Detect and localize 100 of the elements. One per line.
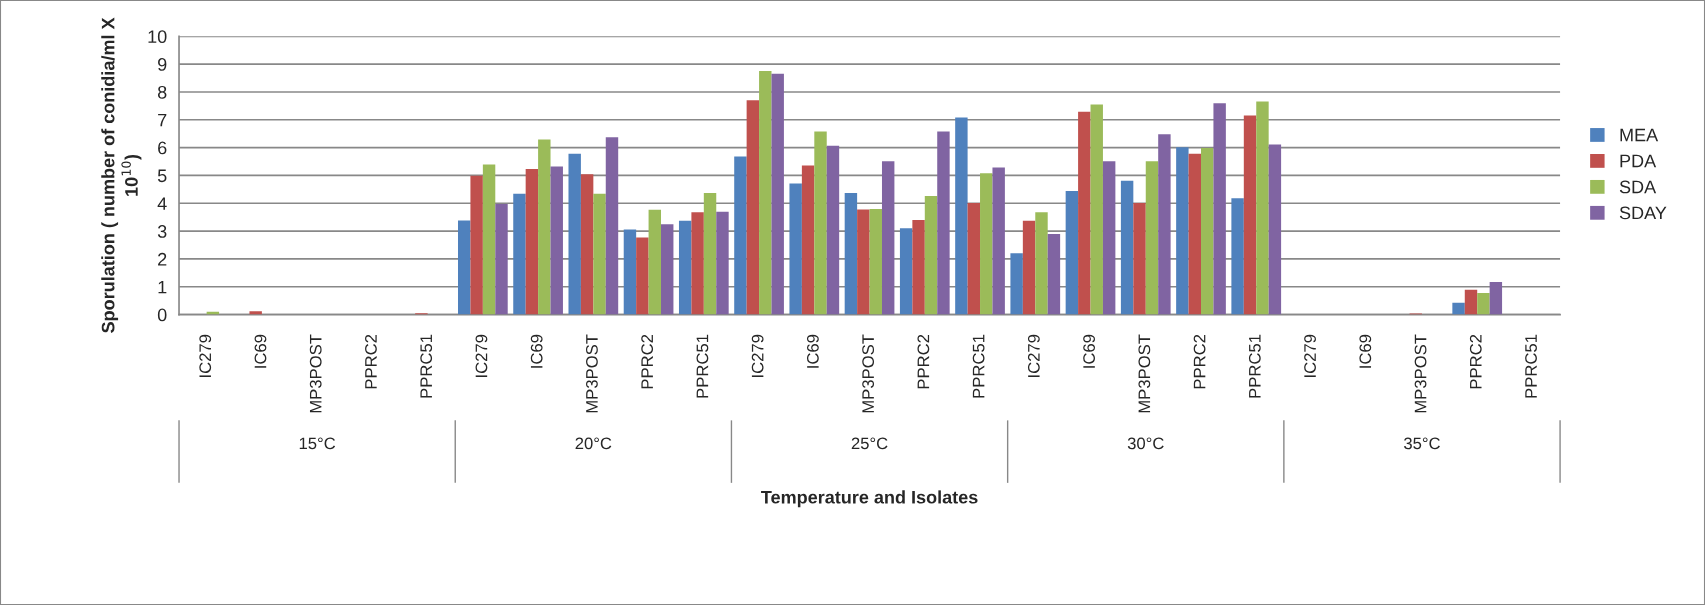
x-tick-label: PPRC2	[1193, 334, 1206, 389]
x-tick-label: MP3POST	[1138, 334, 1151, 413]
bar	[550, 166, 563, 315]
y-tick-label: 10	[148, 30, 167, 44]
y-tick-label: 2	[158, 252, 167, 266]
bar	[746, 100, 760, 315]
x-tick-label: MP3POST	[862, 334, 875, 413]
bar	[716, 211, 729, 315]
x-tick-label: PPRC51	[420, 334, 433, 398]
bar	[759, 71, 772, 315]
bar	[1090, 104, 1103, 315]
bar	[1120, 180, 1134, 315]
text: 25°C	[851, 437, 888, 450]
y-axis-title: Sporulation ( number of conidia/ml X 10$^{10}$)	[101, 17, 142, 333]
bar	[538, 139, 551, 315]
bar	[789, 183, 802, 315]
x-tick-label: PPRC51	[972, 334, 985, 398]
bar	[623, 229, 637, 315]
bar	[826, 145, 840, 315]
bar	[1489, 282, 1503, 315]
bar	[482, 164, 496, 315]
bar	[525, 169, 539, 315]
x-tick-label: IC279	[1304, 334, 1316, 377]
bar	[1078, 111, 1091, 315]
y-tick-label: 3	[157, 225, 167, 238]
bar	[495, 204, 508, 315]
bar	[458, 220, 471, 315]
text: 35°C	[1403, 437, 1440, 450]
bar	[636, 237, 649, 315]
bar	[580, 174, 594, 315]
legend-label: SDA	[1619, 180, 1657, 194]
x-tick-label: IC69	[806, 334, 819, 368]
bar	[1201, 147, 1214, 315]
x-tick-label: PPRC2	[641, 334, 654, 389]
text: 20°C	[575, 437, 612, 450]
bar	[967, 203, 981, 315]
bar	[1464, 289, 1478, 315]
x-tick-label: MP3POST	[1414, 334, 1427, 413]
x-tick-label: IC279	[751, 334, 764, 377]
y-tick-label: 0	[157, 308, 167, 322]
bar	[678, 220, 692, 315]
x-tick-label: PPRC2	[365, 334, 377, 389]
bar	[1188, 153, 1201, 315]
x-tick-label: IC69	[530, 334, 543, 368]
bar	[1256, 101, 1269, 315]
x-tick-label: MP3POST	[586, 334, 598, 413]
bar	[801, 165, 815, 315]
bar	[814, 131, 827, 315]
bar	[734, 156, 747, 315]
bar	[1477, 292, 1490, 315]
x-tick-label: IC69	[1083, 334, 1095, 368]
bar	[1158, 134, 1171, 315]
bar	[1022, 220, 1036, 315]
bar	[955, 117, 968, 315]
bar	[899, 228, 913, 315]
bar	[1102, 161, 1116, 315]
x-tick-label: MP3POST	[309, 334, 322, 413]
bar	[1010, 253, 1023, 315]
legend-label: MEA	[1620, 128, 1659, 142]
bar	[992, 167, 1005, 315]
x-tick-label: PPRC2	[1469, 334, 1482, 389]
bar	[881, 161, 895, 315]
bar	[1145, 161, 1159, 315]
bar	[1065, 191, 1079, 315]
text: 15°C	[299, 437, 336, 450]
bar	[1243, 115, 1257, 315]
bar	[249, 311, 262, 315]
y-tick-label: 7	[158, 113, 167, 127]
bar	[1176, 147, 1189, 315]
y-tick-label: 5	[157, 169, 167, 183]
bar	[1268, 144, 1282, 315]
bar	[1133, 203, 1146, 315]
x-tick-label: IC69	[254, 334, 267, 368]
x-tick-label: IC279	[475, 334, 488, 377]
y-tick-label: 6	[158, 141, 167, 155]
bar	[568, 153, 581, 315]
legend-label: PDA	[1620, 154, 1657, 168]
bar	[648, 209, 662, 315]
x-tick-label: PPRC51	[1248, 334, 1261, 398]
legend-label: SDAY	[1619, 206, 1667, 220]
x-axis-title: Temperature and Isolates	[761, 490, 978, 508]
bar	[771, 73, 784, 315]
x-tick-label: IC69	[1359, 334, 1372, 368]
bar	[1452, 302, 1465, 315]
y-tick-label: 9	[158, 58, 167, 71]
bar	[593, 193, 606, 315]
x-tick-label: PPRC2	[917, 334, 930, 389]
bar	[513, 193, 526, 315]
bar	[661, 224, 674, 315]
y-tick-label: 4	[157, 197, 167, 210]
bar	[857, 209, 870, 315]
y-tick-label: 1	[158, 280, 167, 294]
x-tick-label: IC279	[1027, 334, 1040, 377]
bar	[912, 219, 925, 315]
y-tick-label: 8	[157, 85, 167, 99]
bar	[470, 175, 483, 315]
x-tick-label: PPRC51	[696, 334, 709, 398]
bar	[1213, 103, 1226, 315]
x-tick-label: PPRC51	[1525, 334, 1537, 398]
bar	[1047, 233, 1061, 315]
